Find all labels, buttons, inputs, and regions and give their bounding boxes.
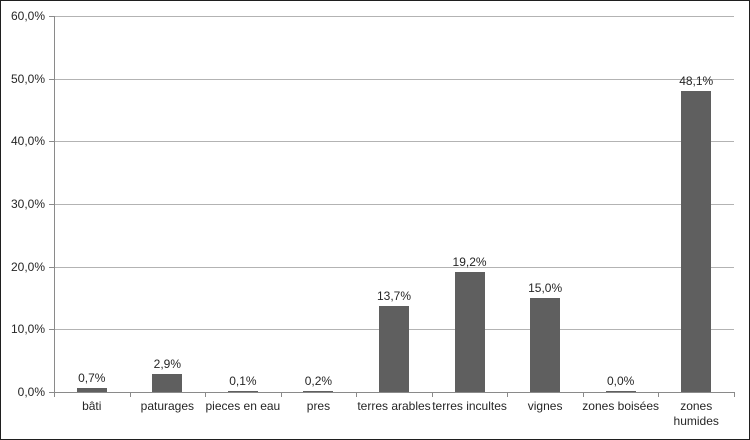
y-axis-tick [49,204,54,205]
category-label: zones boisées [582,399,660,413]
bar [76,387,107,392]
x-axis-tick [205,393,207,397]
category-label: zones humides [673,399,719,428]
y-axis-tick [49,329,54,331]
x-axis-tick [129,393,131,397]
y-axis-tick [49,141,54,143]
y-axis-tick-label: 20,0% [10,259,45,274]
bar [681,90,712,392]
bar [379,306,409,392]
y-axis-tick-label: 30,0% [10,197,45,211]
bar-value-label: 0,0% [606,374,635,388]
bar [530,298,561,392]
bar-value-label: 48,1% [679,73,714,88]
category-label: terres arables [357,399,431,413]
x-axis-tick [54,393,55,397]
y-axis-tick [49,266,54,268]
y-axis-tick [49,16,54,17]
bar-value-label: 13,7% [376,289,412,304]
bar-value-label: 0,2% [304,373,333,388]
category-label: vignes [527,399,563,413]
x-axis-line [54,392,735,393]
category-label: bâti [82,399,102,413]
x-axis-tick [734,393,735,397]
y-axis-tick-label: 10,0% [10,322,45,337]
y-axis-tick-label: 50,0% [10,71,45,86]
gridline [54,16,734,17]
y-axis-tick-label: 0,0% [17,385,45,399]
category-label: pieces en eau [205,399,281,413]
gridline [54,141,734,143]
y-axis-tick-label: 60,0% [10,9,45,23]
bar [454,271,485,392]
category-label: paturages [140,399,195,413]
bar [152,373,183,392]
category-label: pres [306,399,331,413]
x-axis-tick [507,393,509,397]
gridline [54,266,734,268]
x-axis-tick [431,393,433,397]
bar-value-label: 2,9% [153,356,181,371]
bar [605,391,636,392]
bar-value-label: 19,2% [452,254,487,269]
x-axis-tick [582,393,584,397]
bar-value-label: 0,1% [229,374,257,388]
bar [227,391,258,392]
category-label: terres incultes [432,399,507,413]
gridline [54,78,734,80]
bar [303,390,334,392]
bar-value-label: 0,7% [78,370,106,385]
y-axis-tick [49,78,54,80]
x-axis-tick [356,393,358,397]
x-axis-tick [280,393,282,397]
bar-value-label: 15,0% [528,281,563,295]
y-axis-tick [49,392,54,393]
y-axis-tick-label: 40,0% [10,134,45,149]
x-axis-tick [658,393,660,397]
y-axis-line [54,16,55,392]
gridline [54,204,734,205]
